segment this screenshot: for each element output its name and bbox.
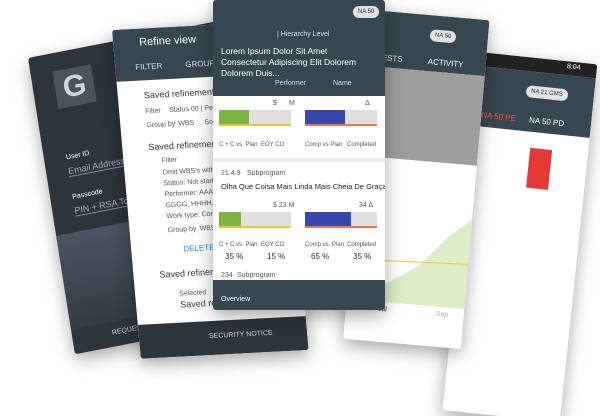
text: M	[289, 100, 295, 107]
logo: G	[52, 64, 98, 110]
metric-value: 35 %	[353, 252, 372, 261]
card-title: Olha Que Coisa Mais Linda Mais Cheia De …	[221, 182, 385, 191]
metric-label: EOY CO	[261, 242, 285, 248]
gauge	[305, 110, 377, 126]
code: 234	[221, 272, 233, 279]
user-chip: NA 50	[353, 6, 380, 18]
user-chip: NA 50	[429, 29, 457, 44]
label: Filter	[144, 107, 162, 116]
heading: Lorem Ipsum Dolor Sit Amet Consectetur A…	[221, 46, 357, 78]
option[interactable]: Saved refinement	[147, 138, 220, 153]
metric-label: C + C vs. Plan	[219, 142, 258, 148]
kind: Subprogram	[247, 170, 286, 177]
text: Δ	[365, 100, 370, 107]
time: 8:04	[566, 63, 581, 72]
month: Sep	[435, 310, 449, 319]
column: Performer	[275, 80, 307, 87]
column: Name	[333, 80, 352, 87]
metric-label: Completed	[347, 242, 377, 248]
text: $ 23 M	[273, 202, 295, 209]
passcode-label: Passcode	[71, 188, 104, 201]
option[interactable]: Saved refinement s	[143, 86, 222, 101]
text: WBS	[178, 119, 195, 128]
bottom-nav	[213, 280, 385, 310]
gauge	[219, 212, 291, 228]
metric-value: 15 %	[267, 252, 286, 261]
metric-value: 35 %	[225, 252, 244, 261]
text: 34 Δ	[359, 202, 374, 209]
label: Filter	[161, 156, 178, 165]
gauge	[305, 212, 377, 228]
metric-label: C + C vs. Plan	[219, 242, 258, 248]
metric-label: Completed	[347, 142, 377, 148]
metric-value: 65 %	[311, 252, 330, 261]
user-id-label: User ID	[65, 150, 90, 162]
alert	[526, 147, 553, 190]
kind: Subprogram	[237, 272, 276, 279]
code: 21.4.9	[221, 170, 241, 177]
label: Group by	[167, 225, 197, 235]
label: Selected	[178, 289, 207, 298]
nav-tab[interactable]: Overview	[221, 296, 251, 303]
metric-label: Comp vs Plan	[305, 142, 343, 148]
delete-button[interactable]: DELETE	[182, 242, 215, 254]
divider	[213, 158, 385, 162]
label: Group by	[146, 120, 176, 130]
header	[472, 65, 596, 138]
metric-label: EOY CO	[261, 142, 285, 148]
tab[interactable]: FILTER	[134, 61, 163, 72]
metric-label: Comp vs. Plan	[305, 242, 345, 248]
gauge	[219, 110, 291, 126]
text: $	[273, 100, 277, 107]
overview-screen: NA 50 | Hierarchy Level Lorem Ipsum Dolo…	[213, 0, 385, 310]
level: | Hierarchy Level	[277, 31, 330, 38]
